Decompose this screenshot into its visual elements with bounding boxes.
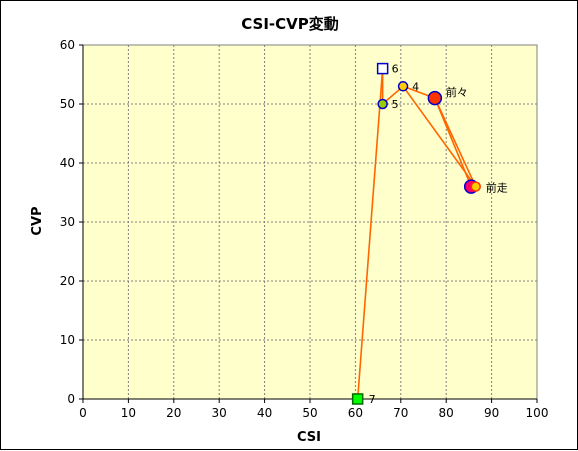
connection-line	[434, 97, 472, 187]
data-point	[397, 81, 409, 92]
connection-line	[356, 68, 384, 400]
x-tick-label: 0	[79, 406, 87, 420]
y-tick-label: 10	[60, 333, 75, 347]
y-tick-label: 60	[60, 38, 75, 52]
chart-title: CSI-CVP変動	[241, 15, 339, 33]
connection-lines	[356, 68, 477, 400]
y-tick-label: 30	[60, 215, 75, 229]
x-tick-label: 100	[526, 406, 549, 420]
y-tick-label: 50	[60, 97, 75, 111]
x-tick-label: 50	[302, 406, 317, 420]
x-tick-label: 10	[121, 406, 136, 420]
grid-lines	[83, 45, 537, 399]
point-label: 6	[392, 63, 399, 76]
x-tick-label: 90	[484, 406, 499, 420]
x-tick-label: 20	[166, 406, 181, 420]
y-tick-label: 40	[60, 156, 75, 170]
y-axis-label: CVP	[30, 206, 45, 235]
y-tick-label: 0	[67, 392, 75, 406]
point-label: 5	[392, 98, 399, 111]
y-tick-label: 20	[60, 274, 75, 288]
point-label: 前走	[486, 181, 508, 195]
x-axis-label: CSI	[297, 430, 321, 445]
data-point	[351, 393, 364, 405]
x-tick-label: 80	[439, 406, 454, 420]
point-label: 7	[369, 393, 376, 406]
axes: 0 10 20 30 40 50 60 70 80 90 100 0 10 20 30 40 50 60	[60, 38, 549, 420]
point-label: 前々	[446, 85, 468, 99]
x-tick-label: 30	[212, 406, 227, 420]
point-label: 4	[412, 80, 419, 93]
data-point	[427, 90, 443, 106]
data-point	[377, 98, 388, 110]
x-tick-label: 60	[348, 406, 363, 420]
x-tick-label: 70	[393, 406, 408, 420]
x-tick-label: 40	[257, 406, 272, 420]
data-point	[470, 181, 481, 192]
data-point	[376, 62, 389, 75]
